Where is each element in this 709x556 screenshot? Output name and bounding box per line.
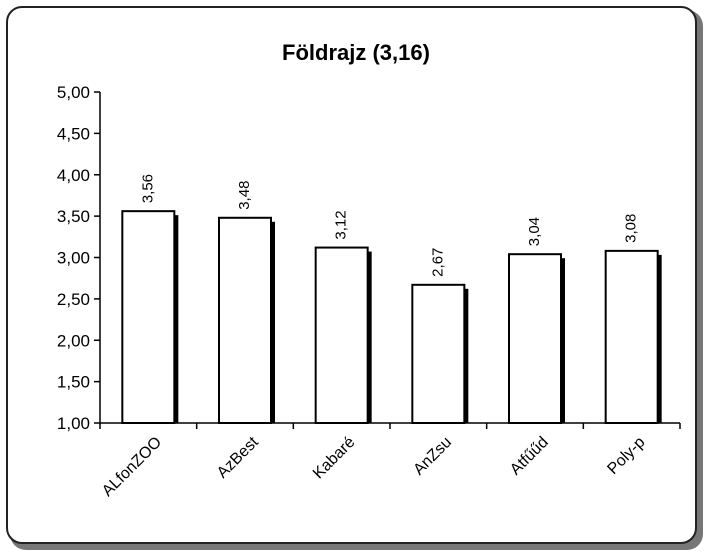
bar-value-label: 3,04 [526, 217, 543, 246]
y-tick-label: 1,00 [57, 414, 90, 433]
bar-value-label: 2,67 [429, 248, 446, 277]
chart-title: Földrajz (3,16) [282, 40, 430, 65]
chart-bars: 3,56 3,48 3,12 2,67 3,04 3,08 [121, 174, 662, 424]
y-tick-label: 2,00 [57, 331, 90, 350]
x-category-label: ALfonZOO [99, 434, 165, 500]
y-tick-label: 3,00 [57, 249, 90, 268]
x-category-label: Atfűűd [507, 434, 552, 479]
bar-value-label: 3,56 [139, 174, 156, 203]
bar [218, 216, 272, 424]
bar [314, 246, 369, 424]
bar-value-label: 3,08 [623, 214, 640, 243]
bar-value-label: 3,12 [333, 210, 350, 239]
x-category-label: Kabaré [310, 434, 359, 483]
bar [121, 210, 176, 424]
bar [508, 253, 562, 424]
bar-value-label: 3,48 [236, 181, 253, 210]
y-tick-label: 2,50 [57, 290, 90, 309]
bar [411, 283, 466, 424]
y-tick-label: 4,50 [57, 124, 90, 143]
x-category-label: Poly-p [604, 434, 648, 478]
x-category-label: AzBest [214, 433, 262, 481]
y-tick-label: 1,50 [57, 373, 90, 392]
y-tick-label: 3,50 [57, 207, 90, 226]
x-category-label: AnZsu [410, 434, 455, 479]
y-tick-label: 4,00 [57, 166, 90, 185]
y-tick-label: 5,00 [57, 83, 90, 102]
bar [604, 249, 659, 424]
